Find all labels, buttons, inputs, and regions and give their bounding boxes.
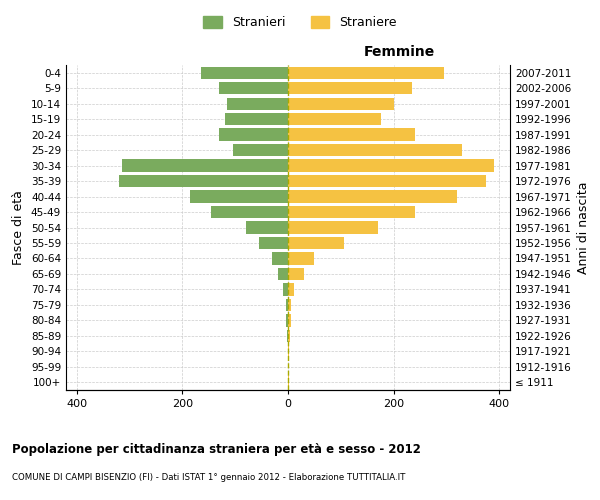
Bar — [283, 283, 288, 296]
Bar — [286, 314, 288, 326]
Bar — [288, 113, 380, 126]
Bar — [227, 98, 288, 110]
Bar — [233, 144, 288, 156]
Bar — [288, 237, 343, 249]
Bar — [288, 298, 291, 311]
Bar — [211, 206, 288, 218]
Text: COMUNE DI CAMPI BISENZIO (FI) - Dati ISTAT 1° gennaio 2012 - Elaborazione TUTTIT: COMUNE DI CAMPI BISENZIO (FI) - Dati IST… — [12, 472, 406, 482]
Bar — [288, 376, 289, 388]
Bar — [246, 222, 288, 234]
Bar — [190, 190, 288, 202]
Bar — [288, 252, 314, 264]
Bar — [288, 82, 412, 94]
Bar — [119, 175, 288, 188]
Bar — [286, 298, 288, 311]
Bar — [288, 330, 290, 342]
Bar — [224, 113, 288, 126]
Bar — [288, 314, 290, 326]
Bar — [121, 160, 288, 172]
Legend: Stranieri, Straniere: Stranieri, Straniere — [198, 11, 402, 34]
Bar — [288, 190, 457, 202]
Bar — [288, 160, 494, 172]
Bar — [288, 175, 486, 188]
Bar — [288, 268, 304, 280]
Bar — [287, 330, 288, 342]
Bar — [288, 222, 378, 234]
Bar — [288, 66, 444, 79]
Bar — [272, 252, 288, 264]
Bar — [278, 268, 288, 280]
Bar — [288, 144, 463, 156]
Bar — [288, 283, 295, 296]
Bar — [201, 66, 288, 79]
Bar — [288, 98, 394, 110]
Bar — [288, 128, 415, 141]
Bar — [259, 237, 288, 249]
Bar — [288, 345, 289, 358]
Text: Femmine: Femmine — [364, 44, 434, 59]
Bar — [288, 206, 415, 218]
Bar — [219, 128, 288, 141]
Y-axis label: Anni di nascita: Anni di nascita — [577, 181, 590, 274]
Bar — [219, 82, 288, 94]
Y-axis label: Fasce di età: Fasce di età — [13, 190, 25, 265]
Text: Popolazione per cittadinanza straniera per età e sesso - 2012: Popolazione per cittadinanza straniera p… — [12, 442, 421, 456]
